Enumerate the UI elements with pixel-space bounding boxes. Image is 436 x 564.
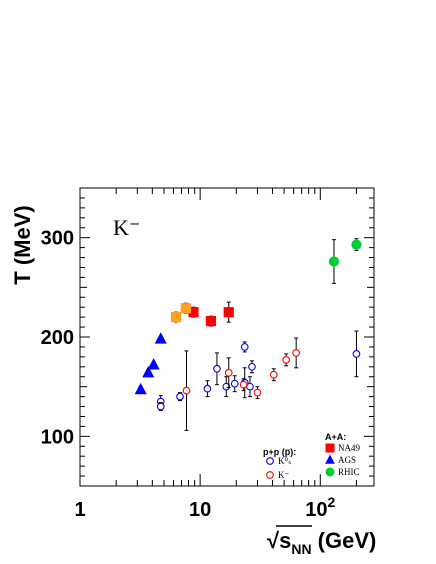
series-ags (134, 332, 167, 395)
y-tick-label: 100 (41, 426, 74, 448)
data-marks (134, 238, 362, 431)
data-point (282, 355, 291, 364)
legend-label: AGS (338, 455, 356, 465)
x-axis-label-sub: NN (291, 541, 311, 557)
legend-title-aa: A+A: (325, 432, 346, 442)
data-point (230, 379, 239, 388)
data-point (170, 312, 182, 323)
data-point (182, 386, 191, 395)
series-na49_low (170, 302, 191, 323)
chart-annotation: K⁻ (113, 215, 141, 240)
data-point (142, 365, 155, 378)
data-point (239, 380, 248, 389)
data-point (203, 384, 212, 393)
legend-label: NA49 (338, 443, 360, 453)
legend-marker (325, 454, 335, 464)
data-point (224, 368, 233, 377)
x-axis-label-var: s (279, 528, 291, 553)
y-axis-label: T (MeV) (10, 205, 35, 284)
series-na49 (188, 301, 234, 327)
data-point (328, 256, 340, 267)
y-tick-label: 200 (41, 327, 74, 349)
data-point (269, 370, 278, 379)
x-axis-label-root: √ (267, 528, 280, 553)
legend: p+p (p̅):K⁰ₛ K⁻ A+A:NA49 AGS RHIC (263, 432, 360, 480)
data-point (205, 316, 217, 327)
legend-marker (266, 471, 274, 479)
data-point (222, 382, 231, 391)
data-point (223, 307, 234, 318)
data-point (134, 382, 147, 395)
legend-label: RHIC (338, 467, 360, 477)
x-tick-label: 102 (305, 494, 335, 521)
data-point (154, 332, 167, 344)
data-point (176, 392, 184, 401)
x-axis-label: √sNN (GeV) (267, 528, 376, 557)
legend-label: K⁰ₛ (278, 456, 291, 466)
data-point (248, 362, 256, 371)
legend-marker (325, 443, 335, 453)
x-axis-label-unit: (GeV) (312, 528, 377, 553)
x-tick-label: 10 (189, 499, 211, 521)
data-point (253, 388, 262, 397)
legend-label: K⁻ (278, 470, 289, 480)
data-point (240, 343, 249, 351)
legend-marker (266, 457, 274, 465)
series-pp_Kminus (182, 337, 301, 431)
data-point (352, 350, 361, 358)
y-tick-label: 300 (41, 228, 74, 250)
series-rhic (328, 238, 362, 284)
data-point (156, 402, 165, 411)
data-point (180, 303, 191, 314)
data-point (147, 358, 160, 370)
data-point (351, 239, 362, 250)
legend-title-pp: p+p (p̅): (263, 447, 296, 457)
legend-marker (325, 467, 335, 477)
data-point (246, 382, 254, 391)
data-point (213, 364, 221, 373)
data-point (292, 349, 301, 357)
x-tick-label: 1 (74, 499, 85, 521)
axes: 1 10 102 100 200 300 (41, 188, 374, 521)
